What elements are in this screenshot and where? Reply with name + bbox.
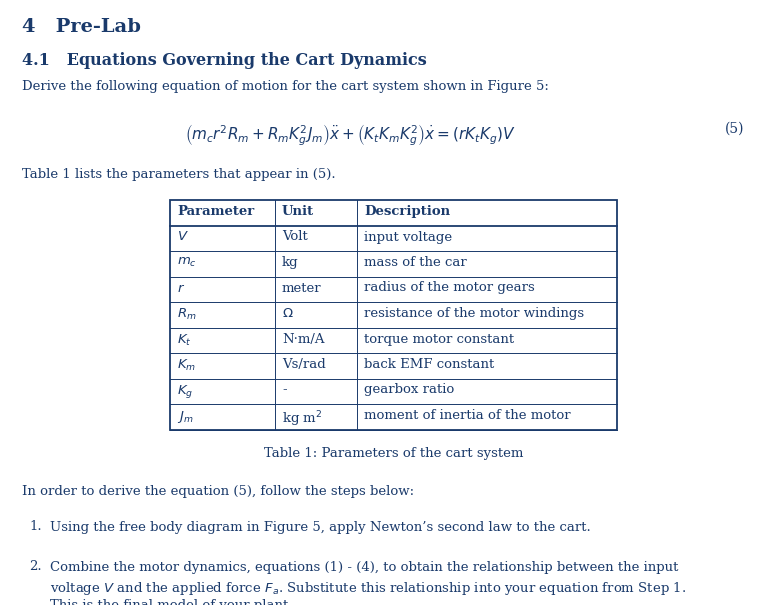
Text: $m_c$: $m_c$ [177,256,197,269]
Text: (5): (5) [725,122,744,136]
Text: $R_m$: $R_m$ [177,307,197,322]
Text: 2.: 2. [29,560,42,574]
Text: Table 1: Parameters of the cart system: Table 1: Parameters of the cart system [264,448,523,460]
Text: 1.: 1. [29,520,42,534]
Text: Using the free body diagram in Figure 5, apply Newton’s second law to the cart.: Using the free body diagram in Figure 5,… [50,520,591,534]
Text: $K_g$: $K_g$ [177,384,194,401]
Text: $K_m$: $K_m$ [177,358,196,373]
Text: N·m/A: N·m/A [282,333,324,345]
Text: Description: Description [364,205,450,218]
Text: 4.1   Equations Governing the Cart Dynamics: 4.1 Equations Governing the Cart Dynamic… [22,52,427,69]
Text: This is the final model of your plant.: This is the final model of your plant. [50,600,292,605]
Text: $K_t$: $K_t$ [177,333,191,348]
Text: Table 1 lists the parameters that appear in (5).: Table 1 lists the parameters that appear… [22,168,336,181]
Text: mass of the car: mass of the car [364,256,467,269]
Text: moment of inertia of the motor: moment of inertia of the motor [364,409,571,422]
Text: resistance of the motor windings: resistance of the motor windings [364,307,584,320]
Text: input voltage: input voltage [364,231,452,243]
Text: $J_m$: $J_m$ [177,409,194,425]
Text: Vs/rad: Vs/rad [282,358,326,371]
Text: $V$: $V$ [177,231,189,243]
Text: In order to derive the equation (5), follow the steps below:: In order to derive the equation (5), fol… [22,485,414,499]
Text: kg: kg [282,256,298,269]
Text: torque motor constant: torque motor constant [364,333,514,345]
Text: $\Omega$: $\Omega$ [282,307,294,320]
Text: Combine the motor dynamics, equations (1) - (4), to obtain the relationship betw: Combine the motor dynamics, equations (1… [50,560,679,574]
Text: $r$: $r$ [177,281,185,295]
Text: 4   Pre-Lab: 4 Pre-Lab [22,18,141,36]
Text: Derive the following equation of motion for the cart system shown in Figure 5:: Derive the following equation of motion … [22,80,549,93]
Text: back EMF constant: back EMF constant [364,358,494,371]
Text: voltage $V$ and the applied force $F_a$. Substitute this relationship into your : voltage $V$ and the applied force $F_a$.… [50,580,686,597]
Text: Volt: Volt [282,231,308,243]
Text: gearbox ratio: gearbox ratio [364,384,454,396]
Text: Parameter: Parameter [177,205,254,218]
Text: meter: meter [282,281,321,295]
Text: radius of the motor gears: radius of the motor gears [364,281,535,295]
Text: $\left(m_c r^2 R_m + R_m K_g^2 J_m\right)\ddot{x} + \left(K_t K_m K_g^2\right)\d: $\left(m_c r^2 R_m + R_m K_g^2 J_m\right… [184,122,516,148]
Bar [170,200,617,430]
Text: Unit: Unit [282,205,314,218]
Text: -: - [282,384,287,396]
Text: kg m$^2$: kg m$^2$ [282,409,322,428]
